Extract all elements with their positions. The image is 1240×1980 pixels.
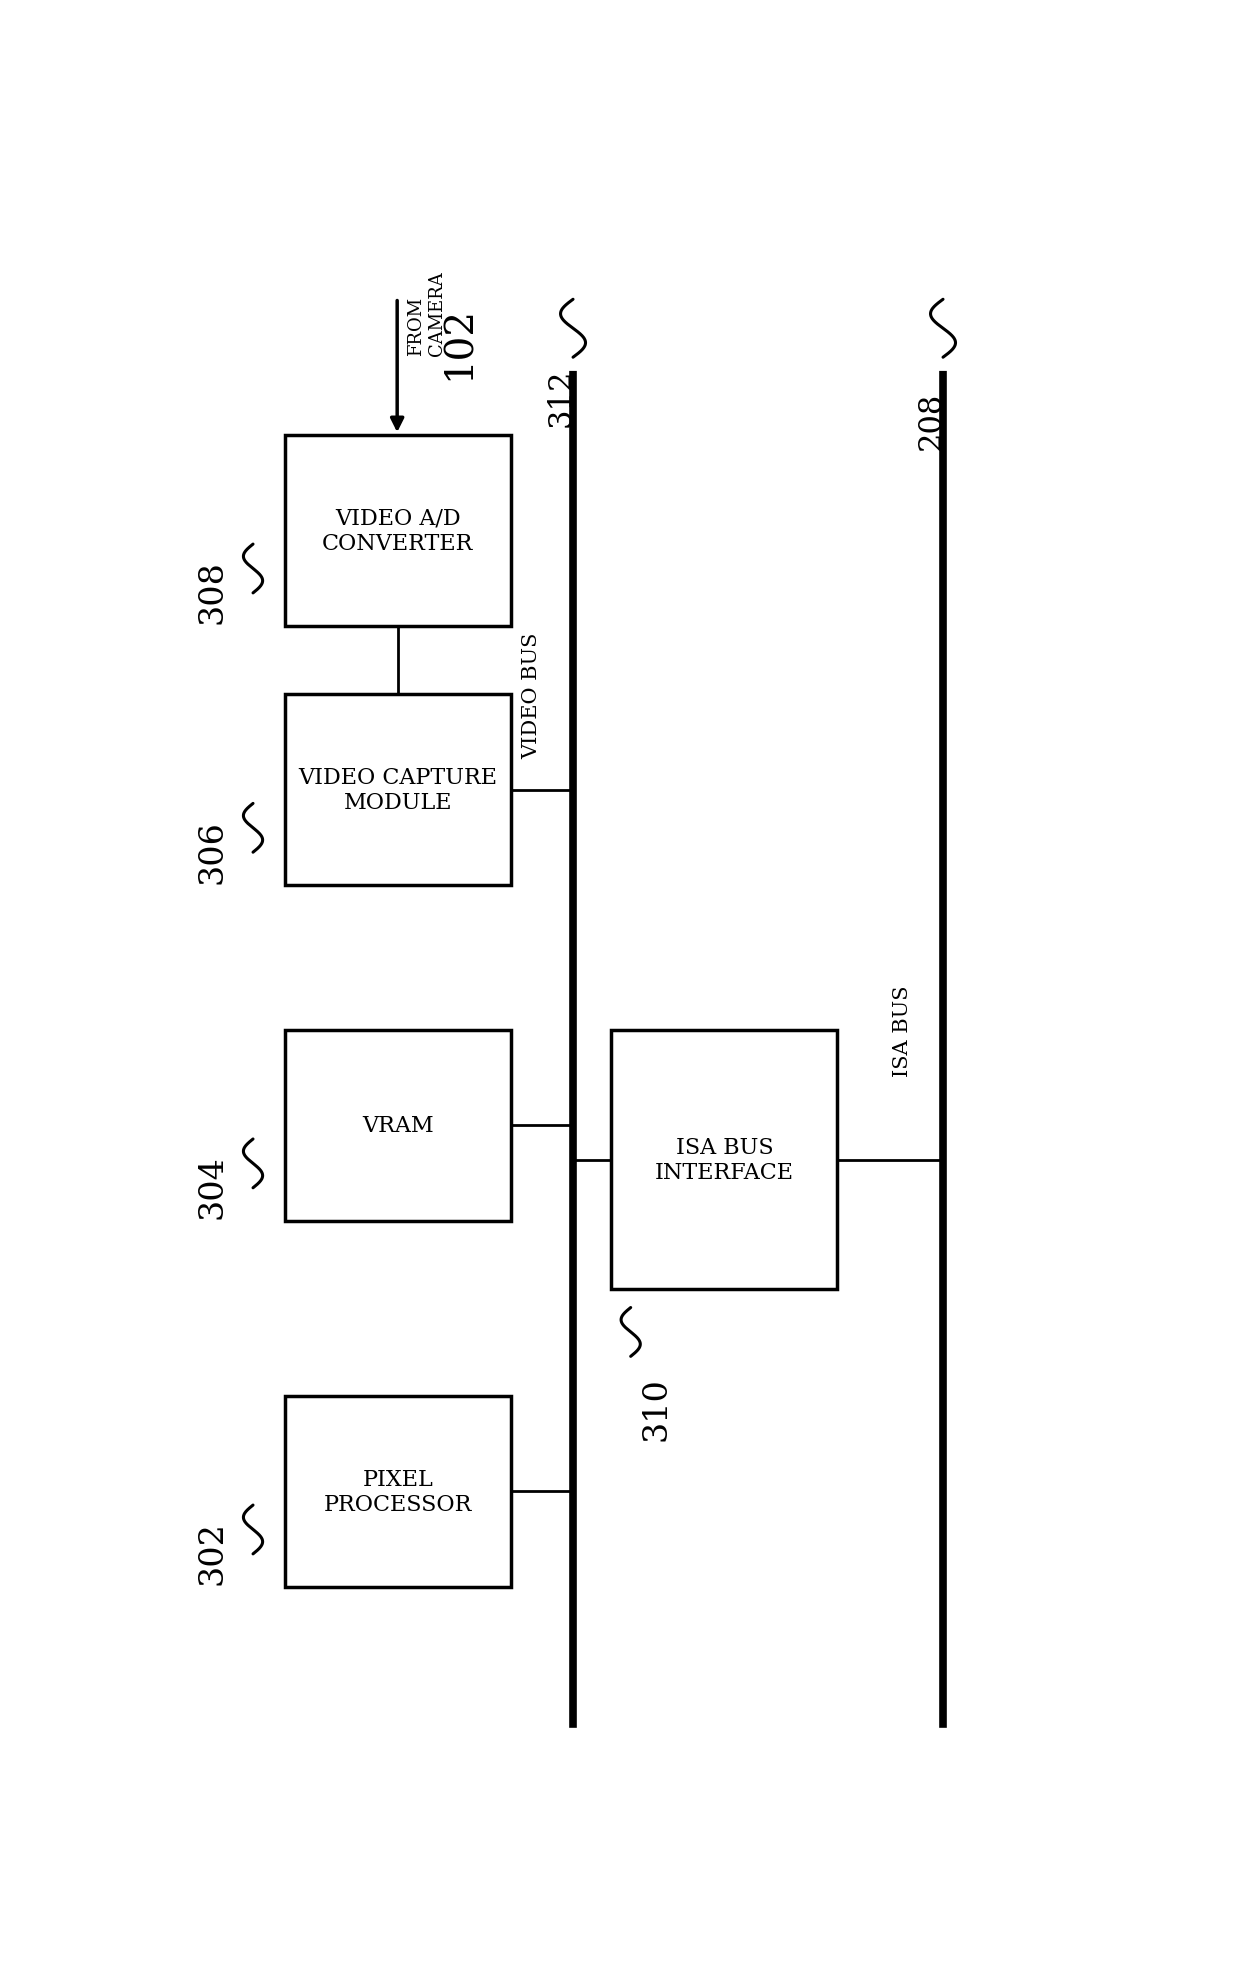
Text: 302: 302 (197, 1521, 228, 1584)
Bar (611, 1030, 837, 1289)
Text: VIDEO BUS: VIDEO BUS (522, 632, 541, 758)
Text: 308: 308 (197, 560, 228, 624)
Text: 312: 312 (546, 368, 577, 428)
Text: 208: 208 (916, 392, 947, 449)
Text: 310: 310 (640, 1376, 672, 1439)
Bar (285, 436, 511, 626)
Text: ISA BUS: ISA BUS (893, 984, 913, 1075)
Bar (285, 1030, 511, 1222)
Bar (285, 1396, 511, 1586)
Text: PIXEL
PROCESSOR: PIXEL PROCESSOR (324, 1467, 472, 1515)
Text: VIDEO CAPTURE
MODULE: VIDEO CAPTURE MODULE (298, 766, 497, 814)
Text: VRAM: VRAM (362, 1115, 434, 1137)
Text: 306: 306 (197, 820, 228, 883)
Text: ISA BUS
INTERFACE: ISA BUS INTERFACE (655, 1137, 794, 1184)
Bar (285, 695, 511, 885)
Text: 102: 102 (441, 307, 479, 380)
Text: VIDEO A/D
CONVERTER: VIDEO A/D CONVERTER (322, 507, 474, 554)
Text: 304: 304 (197, 1154, 228, 1218)
Text: FROM
CAMERA: FROM CAMERA (407, 271, 445, 356)
